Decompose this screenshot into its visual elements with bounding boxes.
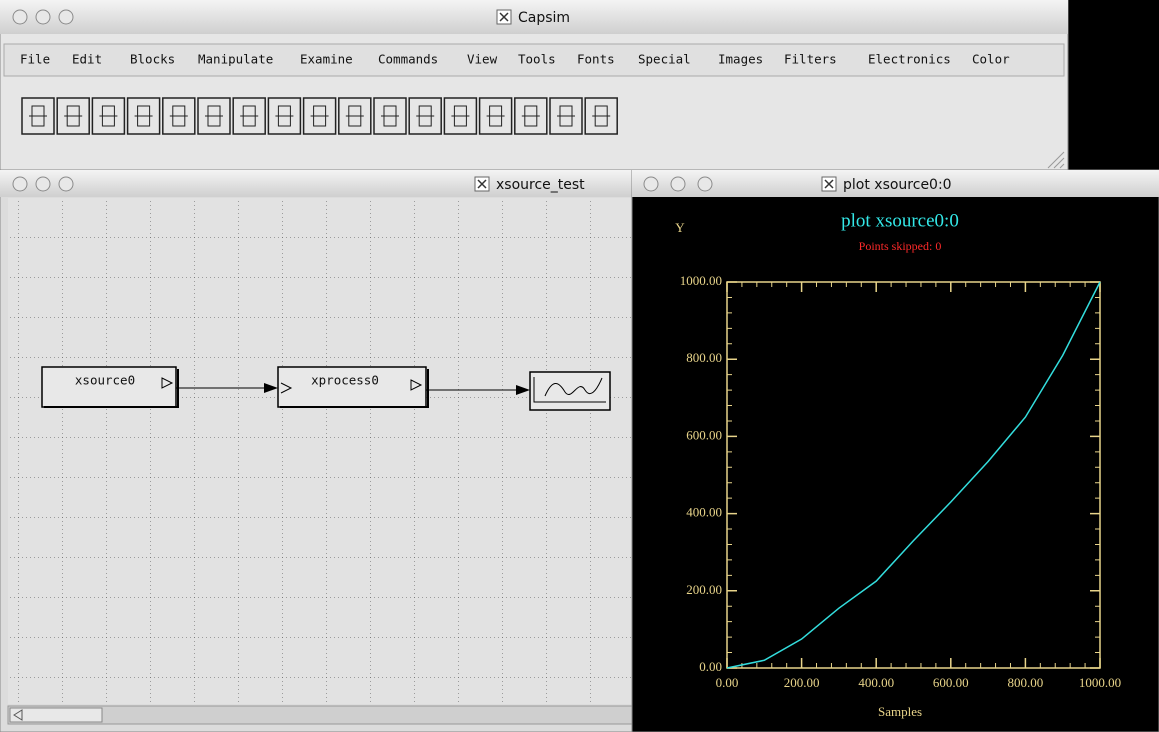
- block-label: xprocess0: [311, 373, 379, 388]
- toolbar-icon[interactable]: [585, 98, 617, 134]
- menu-item[interactable]: Edit: [72, 52, 102, 67]
- y-tick-label: 800.00: [686, 350, 722, 365]
- menu-item[interactable]: Images: [718, 52, 763, 67]
- toolbar-icon[interactable]: [444, 98, 476, 134]
- scrollbar-thumb[interactable]: [10, 708, 102, 722]
- y-axis-label: Y: [675, 220, 685, 235]
- plot-block[interactable]: [530, 372, 610, 410]
- y-tick-label: 0.00: [699, 659, 722, 674]
- menu-item[interactable]: Blocks: [130, 52, 175, 67]
- toolbar: [22, 98, 617, 134]
- menu-item[interactable]: Filters: [784, 52, 837, 67]
- chart-title: plot xsource0:0: [841, 210, 959, 231]
- toolbar-icon[interactable]: [374, 98, 406, 134]
- toolbar-icon[interactable]: [550, 98, 582, 134]
- minimize-button[interactable]: [671, 177, 685, 191]
- x-tick-label: 600.00: [933, 675, 969, 690]
- toolbar-icon[interactable]: [409, 98, 441, 134]
- toolbar-icon[interactable]: [268, 98, 300, 134]
- minimize-button[interactable]: [36, 177, 50, 191]
- menu-item[interactable]: Electronics: [868, 52, 951, 67]
- plot-window: plot xsource0:0 plot xsource0:0 Points sk…: [632, 170, 1159, 732]
- toolbar-icon[interactable]: [515, 98, 547, 134]
- zoom-button[interactable]: [59, 177, 73, 191]
- x-tick-label: 0.00: [716, 675, 739, 690]
- screen: Capsim File Edit Blocks Manipulate Examine Co…: [0, 0, 1159, 732]
- block-label: xsource0: [75, 373, 135, 388]
- y-tick-label: 1000.00: [680, 273, 722, 288]
- menu-item[interactable]: File: [20, 52, 50, 67]
- toolbar-icon[interactable]: [304, 98, 336, 134]
- menu-item[interactable]: Tools: [518, 52, 556, 67]
- y-tick-label: 600.00: [686, 427, 722, 442]
- main-window: Capsim File Edit Blocks Manipulate Examine Co…: [0, 0, 1068, 172]
- x-tick-label: 800.00: [1008, 675, 1044, 690]
- menu-item[interactable]: Fonts: [577, 52, 615, 67]
- x-tick-label: 1000.00: [1079, 675, 1121, 690]
- window-title: Capsim: [518, 10, 570, 26]
- menu-item[interactable]: View: [467, 52, 498, 67]
- zoom-button[interactable]: [698, 177, 712, 191]
- toolbar-icon[interactable]: [22, 98, 54, 134]
- editor-window: xsource_test xsource0 xprocess0: [0, 170, 634, 732]
- toolbar-icon[interactable]: [128, 98, 160, 134]
- minimize-button[interactable]: [36, 10, 50, 24]
- window-title: plot xsource0:0: [843, 177, 952, 193]
- toolbar-icon[interactable]: [339, 98, 371, 134]
- toolbar-icon[interactable]: [233, 98, 265, 134]
- y-tick-label: 200.00: [686, 582, 722, 597]
- y-tick-label: 400.00: [686, 505, 722, 520]
- toolbar-icon[interactable]: [163, 98, 195, 134]
- block[interactable]: xsource0: [42, 367, 178, 407]
- x-tick-label: 400.00: [858, 675, 894, 690]
- window-title: xsource_test: [496, 177, 585, 193]
- close-button[interactable]: [13, 10, 27, 24]
- close-button[interactable]: [13, 177, 27, 191]
- toolbar-icon[interactable]: [198, 98, 230, 134]
- menu-item[interactable]: Manipulate: [198, 52, 273, 67]
- menu-item[interactable]: Examine: [300, 52, 353, 67]
- menu-item[interactable]: Commands: [378, 52, 438, 67]
- toolbar-icon[interactable]: [480, 98, 512, 134]
- x-axis-label: Samples: [878, 704, 922, 719]
- x-tick-label: 200.00: [784, 675, 820, 690]
- chart-subtitle: Points skipped: 0: [859, 239, 942, 253]
- zoom-button[interactable]: [59, 10, 73, 24]
- toolbar-icon[interactable]: [92, 98, 124, 134]
- close-button[interactable]: [644, 177, 658, 191]
- menu-item[interactable]: Special: [638, 52, 691, 67]
- toolbar-icon[interactable]: [57, 98, 89, 134]
- menu-item[interactable]: Color: [972, 52, 1010, 67]
- block[interactable]: xprocess0: [278, 367, 428, 407]
